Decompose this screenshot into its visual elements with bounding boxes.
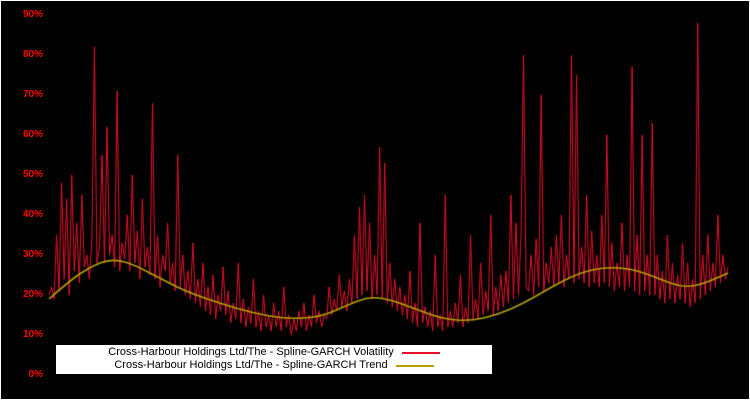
legend-line-sample-yellow [395,364,434,367]
chart-legend: Cross-Harbour Holdings Ltd/The - Spline-… [56,345,492,374]
legend-label-trend: Cross-Harbour Holdings Ltd/The - Spline-… [114,359,388,371]
legend-line-sample-red [401,351,440,354]
y-axis-label: 80% [22,49,43,60]
y-axis-label: 50% [22,169,43,180]
y-axis-label: 60% [22,129,43,140]
y-axis-label: 40% [22,209,43,220]
y-axis-label: 30% [22,249,43,260]
legend-item-trend: Cross-Harbour Holdings Ltd/The - Spline-… [56,359,492,372]
y-axis-label: 90% [22,9,43,20]
y-axis-label: 10% [22,329,43,340]
y-axis-label: 70% [22,89,43,100]
legend-label-volatility: Cross-Harbour Holdings Ltd/The - Spline-… [108,346,394,358]
y-axis-label: 0% [28,369,43,380]
y-axis-label: 20% [22,289,43,300]
legend-item-volatility: Cross-Harbour Holdings Ltd/The - Spline-… [56,346,492,359]
